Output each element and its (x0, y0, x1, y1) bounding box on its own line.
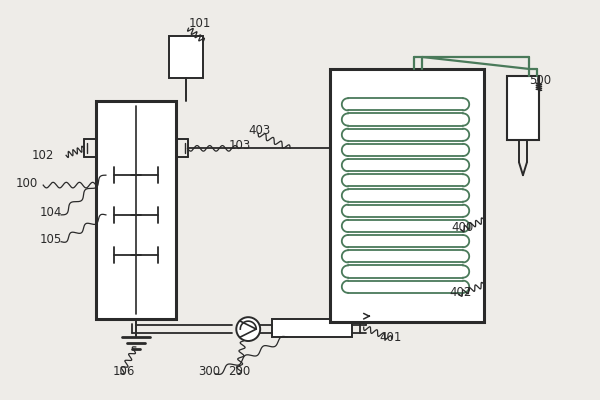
Text: 500: 500 (529, 74, 551, 87)
Bar (169, 36, 203, 78)
Text: 300: 300 (199, 365, 221, 378)
Text: 400: 400 (451, 221, 473, 234)
Bar (507, 76, 539, 140)
Text: 106: 106 (113, 365, 135, 378)
Text: 100: 100 (16, 177, 38, 190)
Bar (330, 69, 484, 322)
Text: 402: 402 (449, 286, 472, 299)
Text: 101: 101 (188, 17, 211, 30)
Text: 103: 103 (229, 139, 251, 152)
Bar (96, 101, 176, 319)
Text: 401: 401 (380, 330, 402, 344)
Circle shape (236, 317, 260, 341)
Text: 200: 200 (229, 365, 251, 378)
Text: 403: 403 (248, 124, 271, 137)
Bar (272, 319, 352, 337)
Text: 104: 104 (39, 206, 62, 220)
Text: 102: 102 (31, 149, 53, 162)
Text: 105: 105 (39, 233, 61, 246)
